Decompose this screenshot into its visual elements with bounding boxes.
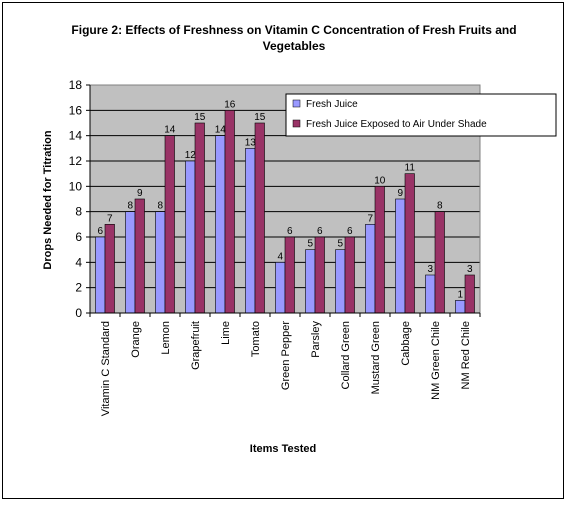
y-tick-label: 10	[69, 179, 83, 193]
chart-title-line-2: Vegetables	[263, 39, 326, 53]
x-category-label: Lime	[220, 321, 232, 345]
bar-exposed	[194, 122, 205, 314]
x-category-label: Collard Green	[340, 321, 352, 389]
data-label: 3	[467, 264, 473, 275]
data-label: 9	[397, 188, 403, 199]
data-label: 12	[185, 150, 197, 161]
legend-swatch-exposed-juice	[292, 119, 301, 128]
bar-exposed	[374, 186, 385, 314]
data-label: 13	[245, 137, 257, 148]
x-axis: Vitamin C Standard Orange Lemon Grapefruit L…	[89, 312, 481, 416]
bar-fresh	[335, 249, 346, 314]
y-tick-label: 8	[75, 205, 82, 219]
y-axis: 0 2 4 6 8 10 12 14 16 18	[69, 78, 91, 320]
data-label: 4	[277, 251, 283, 262]
bars	[95, 110, 475, 314]
y-tick-label: 6	[75, 230, 82, 244]
data-label: 14	[215, 125, 227, 136]
data-label: 6	[287, 226, 293, 237]
bar-fresh	[365, 224, 376, 314]
data-label: 5	[337, 239, 343, 250]
bar-fresh	[275, 262, 286, 314]
x-category-label: Grapefruit	[190, 321, 202, 370]
x-category-label: Tomato	[250, 321, 262, 357]
data-label: 9	[137, 188, 143, 199]
bar-exposed	[284, 236, 295, 314]
bar-exposed	[134, 198, 145, 314]
x-category-label: Cabbage	[400, 321, 412, 366]
data-label: 11	[405, 163, 416, 174]
y-tick-label: 18	[69, 78, 83, 92]
bar-exposed	[224, 110, 235, 314]
data-label: 16	[224, 99, 236, 110]
y-axis-title: Drops Needed for Titration	[42, 130, 54, 269]
bar-chart: Figure 2: Effects of Freshness on Vitami…	[42, 23, 557, 455]
legend-label-exposed-juice: Fresh Juice Exposed to Air Under Shade	[306, 119, 487, 130]
x-category-label: Green Pepper	[280, 321, 292, 390]
chart-title-line-1: Figure 2: Effects of Freshness on Vitami…	[71, 23, 516, 37]
legend-swatch-fresh-juice	[292, 99, 301, 108]
y-tick-label: 0	[75, 306, 82, 320]
x-category-label: Vitamin C Standard	[100, 321, 112, 416]
bar-exposed	[254, 122, 265, 314]
data-label: 15	[254, 112, 266, 123]
bar-exposed	[344, 236, 355, 314]
bar-fresh	[155, 211, 166, 314]
data-label: 8	[437, 201, 443, 212]
x-category-label: Orange	[130, 321, 142, 358]
bar-fresh	[245, 148, 256, 314]
x-axis-title: Items Tested	[250, 443, 316, 455]
data-label: 6	[317, 226, 323, 237]
y-tick-label: 2	[75, 281, 82, 295]
bar-exposed	[434, 211, 445, 314]
data-label: 1	[457, 289, 463, 300]
data-label: 7	[107, 213, 113, 224]
data-label: 6	[347, 226, 353, 237]
x-category-label: Parsley	[310, 321, 322, 358]
data-label: 7	[367, 213, 373, 224]
data-label: 8	[157, 201, 163, 212]
data-label: 15	[194, 112, 206, 123]
legend-label-fresh-juice: Fresh Juice	[306, 99, 358, 110]
bar-fresh	[395, 198, 406, 314]
bar-fresh	[305, 249, 316, 314]
x-category-label: Mustard Green	[370, 321, 382, 394]
x-category-label: NM Green Chile	[430, 321, 442, 400]
data-label: 6	[97, 226, 103, 237]
x-category-label: Lemon	[160, 321, 172, 355]
bar-fresh	[425, 274, 436, 314]
chart-container: Figure 2: Effects of Freshness on Vitami…	[2, 2, 564, 499]
bar-exposed	[314, 236, 325, 314]
data-label: 10	[374, 175, 386, 186]
data-label: 14	[164, 125, 176, 136]
y-tick-label: 12	[69, 154, 83, 168]
bar-fresh	[455, 300, 466, 314]
y-tick-label: 14	[69, 129, 83, 143]
legend: Fresh Juice Fresh Juice Exposed to Air U…	[285, 93, 557, 137]
bar-fresh	[185, 160, 196, 314]
y-tick-label: 16	[69, 103, 83, 117]
data-label: 8	[127, 201, 133, 212]
bar-exposed	[404, 173, 415, 314]
bar-fresh	[125, 211, 136, 314]
legend-box	[285, 93, 557, 137]
bar-fresh	[95, 236, 106, 314]
x-category-label: NM Red Chile	[460, 321, 472, 389]
bar-exposed	[104, 224, 115, 314]
bar-fresh	[215, 135, 226, 314]
data-label: 3	[427, 264, 433, 275]
data-label: 5	[307, 239, 313, 250]
y-tick-label: 4	[75, 255, 82, 269]
bar-exposed	[464, 274, 475, 314]
bar-exposed	[164, 135, 175, 314]
